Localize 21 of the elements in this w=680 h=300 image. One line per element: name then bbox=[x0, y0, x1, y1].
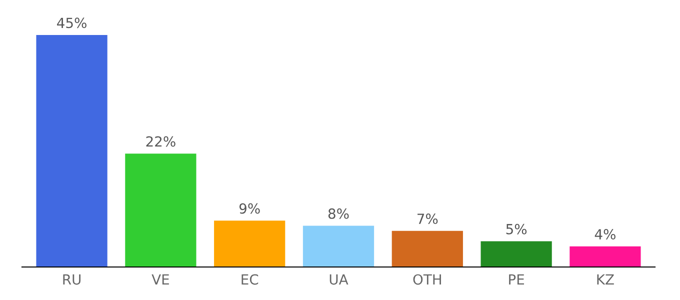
x-tick-label: VE bbox=[152, 274, 169, 284]
bar bbox=[570, 246, 641, 267]
bar bbox=[125, 154, 196, 267]
x-tick-label: RU bbox=[63, 274, 80, 285]
x-tick-label: KZ bbox=[597, 274, 614, 284]
data-label: 22% bbox=[146, 136, 176, 147]
data-label: 8% bbox=[328, 208, 349, 219]
data-label: 7% bbox=[418, 214, 438, 224]
x-tick-label: OTH bbox=[413, 274, 441, 285]
data-label: 4% bbox=[594, 229, 616, 240]
x-tick-label: PE bbox=[509, 274, 524, 284]
data-label: 9% bbox=[239, 203, 260, 214]
bar bbox=[480, 241, 552, 267]
bar bbox=[392, 230, 463, 267]
data-label: 45% bbox=[57, 18, 86, 28]
data-label: 5% bbox=[506, 224, 527, 234]
x-tick-label: EC bbox=[242, 274, 258, 285]
x-tick-label: UA bbox=[330, 274, 348, 285]
bar bbox=[36, 35, 108, 267]
bar bbox=[302, 226, 374, 267]
bar bbox=[214, 220, 286, 267]
